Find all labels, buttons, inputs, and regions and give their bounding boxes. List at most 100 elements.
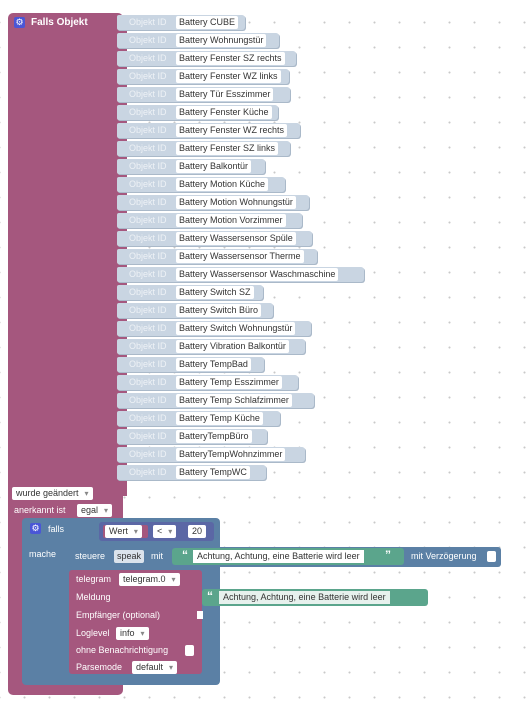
object-id-row[interactable]: Objekt ID Battery Temp Esszimmer <box>117 375 298 390</box>
object-id-row[interactable]: Objekt ID Battery Motion Vorzimmer <box>117 213 302 228</box>
object-id-row[interactable]: Objekt ID Battery Switch Wohnungstür <box>117 321 311 336</box>
object-id-row[interactable]: Objekt ID Battery TempBad <box>117 357 264 372</box>
object-id-prefix: Objekt ID <box>129 359 167 369</box>
quote-icon: “ <box>207 589 213 603</box>
silent-checkbox[interactable] <box>185 645 194 656</box>
object-id-row[interactable]: Objekt ID Battery Switch Büro <box>117 303 273 318</box>
object-id-prefix: Objekt ID <box>129 269 167 279</box>
object-id-prefix: Objekt ID <box>129 89 167 99</box>
gear-icon[interactable]: ⚙ <box>30 523 41 534</box>
loglevel-label: Loglevel <box>76 628 110 638</box>
object-id-row[interactable]: Objekt ID Battery Fenster SZ rechts <box>117 51 296 66</box>
object-id-value[interactable]: Battery Fenster SZ links <box>176 142 279 155</box>
object-id-value[interactable]: Battery Wohnungstür <box>176 34 267 47</box>
object-id-value[interactable]: Battery Balkontür <box>176 160 252 173</box>
parsemode-dropdown[interactable]: default <box>132 661 178 674</box>
object-id-value[interactable]: Battery Wassersensor Waschmaschine <box>176 268 339 281</box>
object-id-prefix: Objekt ID <box>129 251 167 261</box>
object-id-row[interactable]: Objekt ID Battery Fenster WZ rechts <box>117 123 300 138</box>
object-id-value[interactable]: Battery Fenster SZ rechts <box>176 52 285 65</box>
object-id-value[interactable]: Battery Temp Esszimmer <box>176 376 282 389</box>
object-id-value[interactable]: Battery Fenster WZ links <box>176 70 281 83</box>
object-id-value[interactable]: Battery Tür Esszimmer <box>176 88 274 101</box>
object-id-value[interactable]: Battery Motion Küche <box>176 178 269 191</box>
object-id-row[interactable]: Objekt ID Battery Vibration Balkontür <box>117 339 305 354</box>
object-id-value[interactable]: Battery Switch Wohnungstür <box>176 322 296 335</box>
object-id-value[interactable]: Battery TempBad <box>176 358 251 371</box>
object-id-prefix: Objekt ID <box>129 35 167 45</box>
ack-dropdown[interactable]: egal <box>77 504 113 517</box>
object-id-value[interactable]: Battery Wassersensor Therme <box>176 250 304 263</box>
operator-dropdown[interactable]: < <box>153 525 177 538</box>
object-id-row[interactable]: Objekt ID Battery Fenster WZ links <box>117 69 289 84</box>
object-id-row[interactable]: Objekt ID Battery Temp Küche <box>117 411 280 426</box>
object-id-value[interactable]: Battery Fenster WZ rechts <box>176 124 288 137</box>
object-id-prefix: Objekt ID <box>129 179 167 189</box>
object-id-prefix: Objekt ID <box>129 431 167 441</box>
object-id-value[interactable]: BatteryTempWohnzimmer <box>176 448 286 461</box>
object-id-prefix: Objekt ID <box>129 215 167 225</box>
object-id-row[interactable]: Objekt ID Battery Wassersensor Therme <box>117 249 317 264</box>
object-id-prefix: Objekt ID <box>129 341 167 351</box>
object-id-prefix: Objekt ID <box>129 107 167 117</box>
object-id-prefix: Objekt ID <box>129 125 167 135</box>
speak-text[interactable]: Achtung, Achtung, eine Batterie wird lee… <box>193 550 364 563</box>
object-id-row[interactable]: Objekt ID Battery Temp Schlafzimmer <box>117 393 314 408</box>
object-id-row[interactable]: Objekt ID Battery Wohnungstür <box>117 33 279 48</box>
object-id-row[interactable]: Objekt ID Battery Balkontür <box>117 159 265 174</box>
object-id-value[interactable]: Battery TempWC <box>176 466 250 479</box>
object-id-prefix: Objekt ID <box>129 377 167 387</box>
message-text[interactable]: Achtung, Achtung, eine Batterie wird lee… <box>219 591 390 604</box>
object-id-prefix: Objekt ID <box>129 467 167 477</box>
telegram-instance-dropdown[interactable]: telegram.0 <box>119 573 180 586</box>
loglevel-dropdown[interactable]: info <box>116 627 149 640</box>
object-id-value[interactable]: Battery Vibration Balkontür <box>176 340 289 353</box>
parsemode-label: Parsemode <box>76 662 123 672</box>
object-id-prefix: Objekt ID <box>129 413 167 423</box>
object-id-row[interactable]: Objekt ID BatteryTempWohnzimmer <box>117 447 305 462</box>
object-id-value[interactable]: Battery CUBE <box>176 16 239 29</box>
object-id-value[interactable]: Battery Temp Schlafzimmer <box>176 394 292 407</box>
delay-checkbox[interactable] <box>487 551 496 562</box>
object-id-value[interactable]: Battery Fenster Küche <box>176 106 272 119</box>
gear-icon[interactable]: ⚙ <box>14 17 25 28</box>
object-id-row[interactable]: Objekt ID Battery Wassersensor Spüle <box>117 231 312 246</box>
object-id-value[interactable]: Battery Switch SZ <box>176 286 254 299</box>
trigger-title: Falls Objekt <box>31 17 88 28</box>
object-id-prefix: Objekt ID <box>129 287 167 297</box>
object-id-row[interactable]: Objekt ID Battery CUBE <box>117 15 245 30</box>
object-id-row[interactable]: Objekt ID Battery Switch SZ <box>117 285 263 300</box>
telegram-label: telegram <box>76 574 112 584</box>
telegram-block[interactable] <box>69 570 202 674</box>
object-id-prefix: Objekt ID <box>129 449 167 459</box>
object-id-row[interactable]: Objekt ID Battery Fenster SZ links <box>117 141 290 156</box>
compare-number[interactable]: 20 <box>188 525 207 538</box>
object-id-row[interactable]: Objekt ID Battery Fenster Küche <box>117 105 278 120</box>
object-id-row[interactable]: Objekt ID BatteryTempBüro <box>117 429 267 444</box>
recipient-input-slot[interactable] <box>197 611 203 619</box>
object-id-value[interactable]: Battery Motion Vorzimmer <box>176 214 286 227</box>
object-id-value[interactable]: Battery Switch Büro <box>176 304 262 317</box>
object-id-prefix: Objekt ID <box>129 143 167 153</box>
object-id-value[interactable]: Battery Motion Wohnungstür <box>176 196 296 209</box>
object-id-row[interactable]: Objekt ID Battery Tür Esszimmer <box>117 87 290 102</box>
object-id-row[interactable]: Objekt ID Battery TempWC <box>117 465 266 480</box>
object-id-row[interactable]: Objekt ID Battery Motion Wohnungstür <box>117 195 309 210</box>
object-id-prefix: Objekt ID <box>129 71 167 81</box>
object-id-prefix: Objekt ID <box>129 17 167 27</box>
change-mode-dropdown[interactable]: wurde geändert <box>12 487 93 500</box>
object-id-value[interactable]: Battery Temp Küche <box>176 412 263 425</box>
speak-target[interactable]: speak <box>114 550 145 563</box>
speak-label: steuere <box>75 551 106 561</box>
object-id-prefix: Objekt ID <box>129 233 167 243</box>
object-id-prefix: Objekt ID <box>129 323 167 333</box>
object-id-row[interactable]: Objekt ID Battery Motion Küche <box>117 177 285 192</box>
object-id-value[interactable]: BatteryTempBüro <box>176 430 252 443</box>
object-id-prefix: Objekt ID <box>129 161 167 171</box>
object-id-row[interactable]: Objekt ID Battery Wassersensor Waschmasch… <box>117 267 364 282</box>
value-dropdown[interactable]: Wert <box>105 525 142 538</box>
object-id-value[interactable]: Battery Wassersensor Spüle <box>176 232 296 245</box>
silent-label: ohne Benachrichtigung <box>76 645 169 655</box>
recipient-label: Empfänger (optional) <box>76 610 161 620</box>
object-id-prefix: Objekt ID <box>129 197 167 207</box>
